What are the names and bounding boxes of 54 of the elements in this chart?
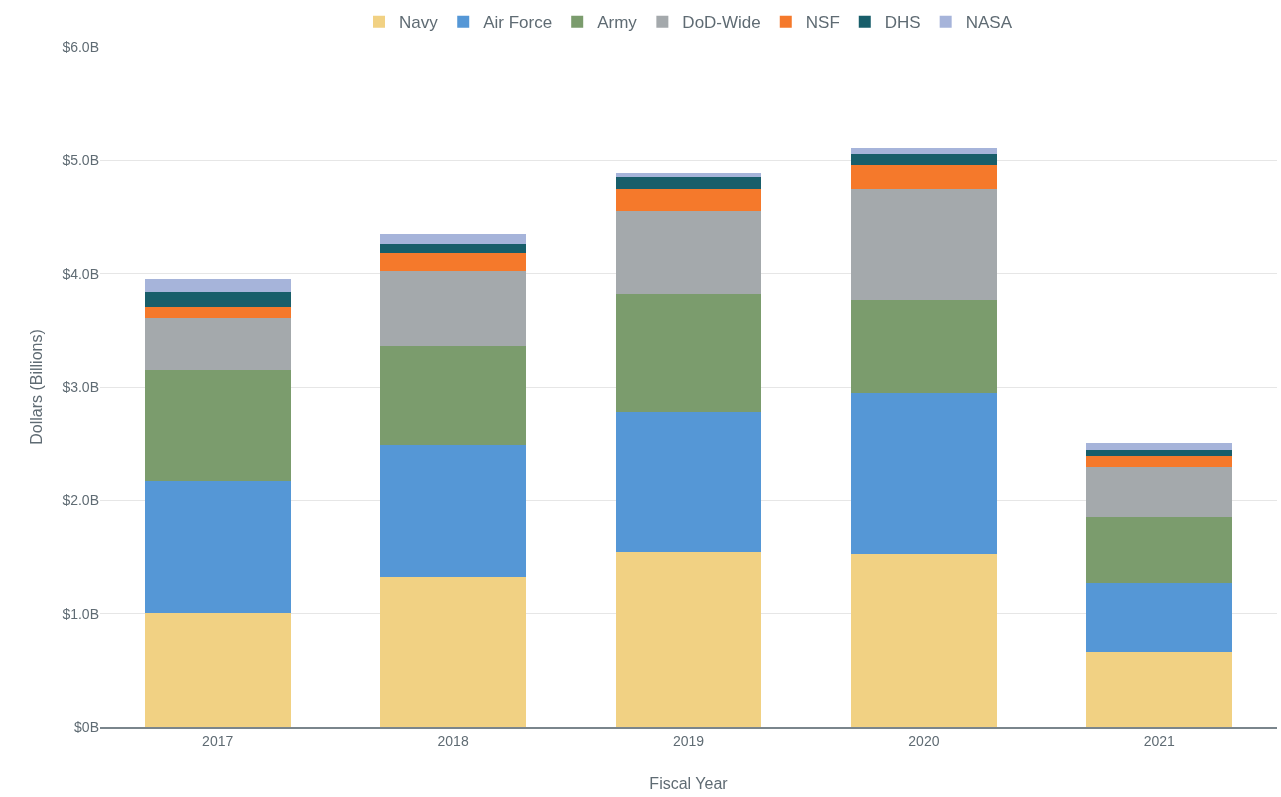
bar [380,577,527,727]
bar [144,306,291,318]
y-axis-title: Dollars (Billions) [28,329,46,445]
bar [144,612,291,727]
bar [615,294,762,412]
bar [850,392,997,554]
bar [380,271,527,347]
bar [1086,467,1233,518]
legend-label: Air Force [483,13,553,33]
bar [850,153,997,165]
x-tick-label: 2018 [437,732,469,749]
bar [144,317,291,370]
legend-label: NSF [805,13,840,33]
x-tick-label: 2019 [672,732,705,749]
bar [380,346,527,445]
bar [380,234,527,245]
legend-label: Army [597,13,638,33]
bar [615,411,762,553]
bar [380,244,527,254]
bar [850,147,997,154]
y-tick-label: $2.0B [62,492,99,509]
bar [615,211,762,295]
y-tick-label: $4.0B [62,265,99,282]
bar [615,188,762,212]
bar [144,291,291,307]
x-axis-title: Fiscal Year [649,775,729,792]
y-tick-label: $6.0B [62,38,99,55]
bar [850,164,997,189]
bar [850,553,997,727]
bar [1086,517,1233,584]
legend-label: DHS [884,13,921,33]
legend-label: NASA [965,13,1013,33]
x-tick-label: 2020 [908,732,940,749]
bar [144,370,291,482]
y-tick-label: $0B [74,718,99,735]
y-tick-label: $1.0B [62,605,99,622]
bar [144,279,291,292]
y-tick-label: $3.0B [62,378,99,395]
y-tick-label: $5.0B [62,152,99,169]
bar [850,188,997,300]
bar [1086,456,1233,468]
bar [615,177,762,189]
bar [380,444,527,578]
bar [1086,583,1233,653]
bar [1086,652,1233,727]
bar [144,481,291,613]
bar [1086,450,1233,457]
x-tick-label: 2021 [1143,732,1176,749]
legend-label: Navy [399,13,439,33]
bar [850,299,997,393]
x-tick-label: 2017 [202,732,234,749]
bar [380,253,527,272]
legend-label: DoD-Wide [682,13,761,33]
bar [615,552,762,727]
